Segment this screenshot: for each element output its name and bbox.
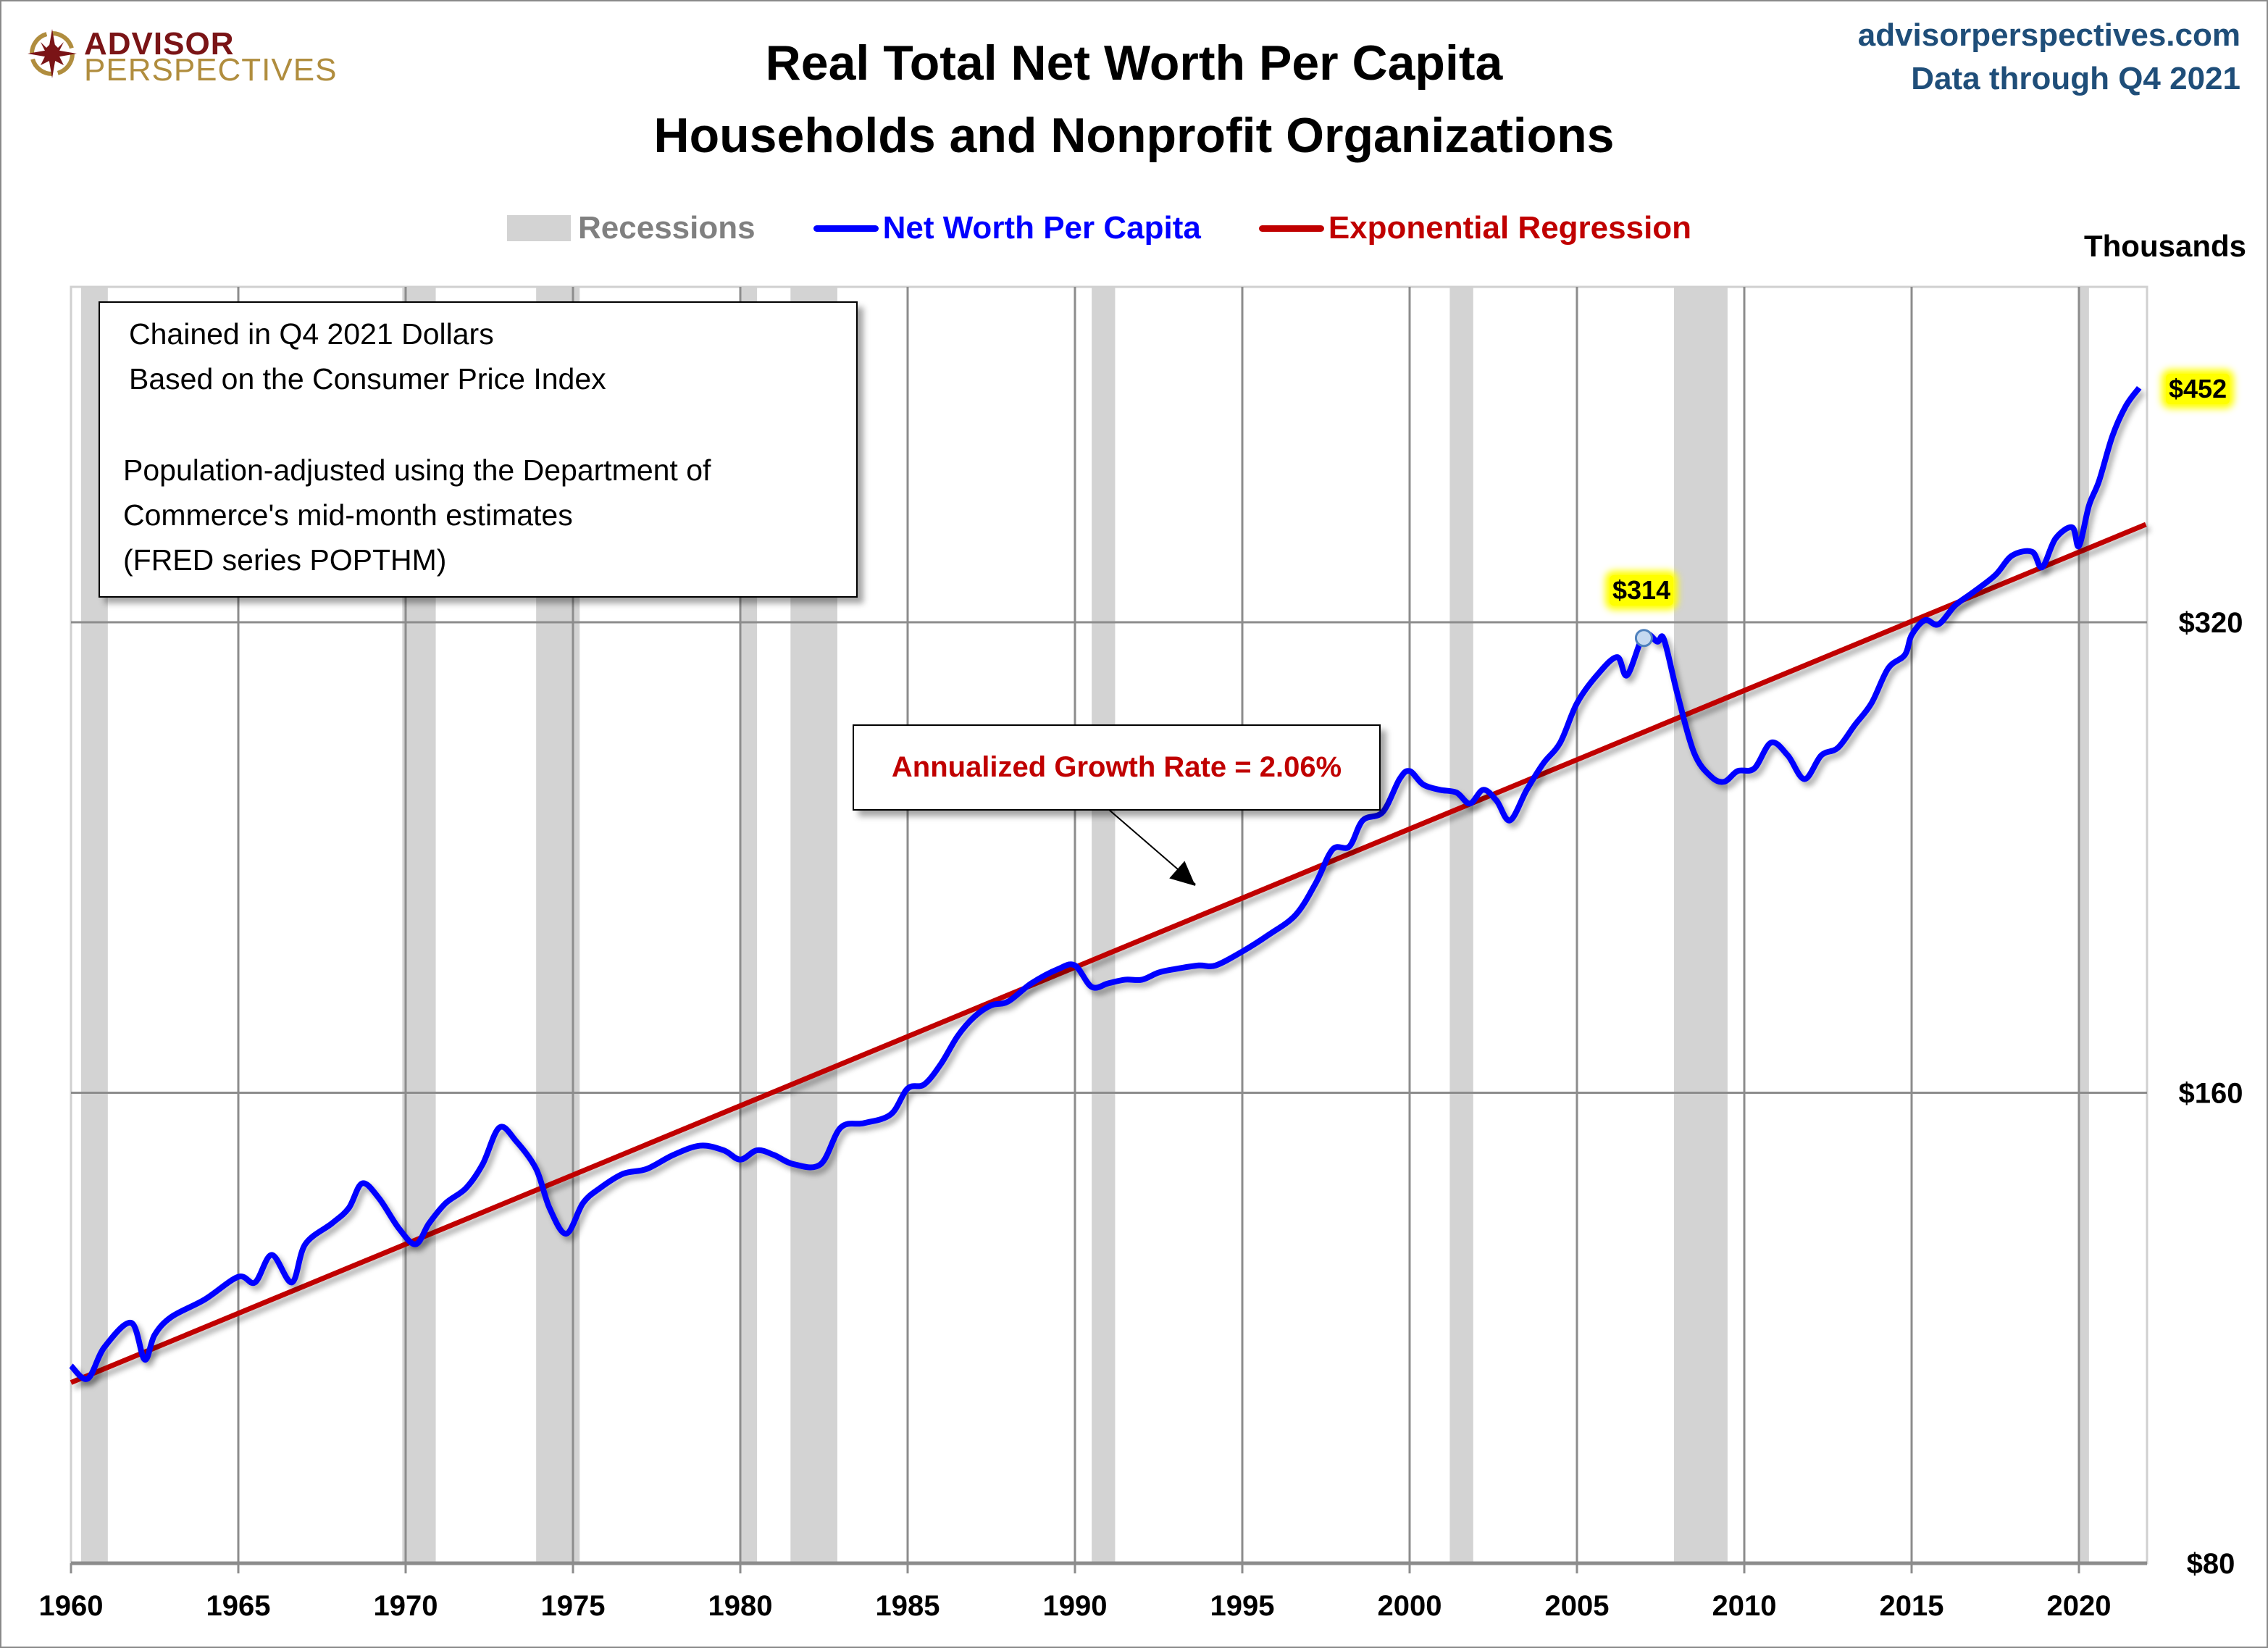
- x-tick-label: 1975: [541, 1590, 606, 1622]
- logo-text-top: ADVISOR: [84, 26, 235, 62]
- legend-net-worth: Net Worth Per Capita: [813, 210, 1201, 246]
- note-line-3: Population-adjusted using the Department…: [123, 453, 711, 487]
- legend-recessions-label: Recessions: [578, 210, 756, 246]
- legend-net-worth-label: Net Worth Per Capita: [882, 210, 1201, 246]
- series: [69, 385, 2147, 1385]
- recession-band: [1092, 287, 1116, 1563]
- advisor-perspectives-logo: ADVISOR PERSPECTIVES: [26, 26, 336, 91]
- x-tick-label: 1960: [39, 1590, 104, 1622]
- recession-band: [2079, 287, 2089, 1563]
- compass-icon: [28, 29, 77, 78]
- growth-rate-callout: Annualized Growth Rate = 2.06%: [853, 724, 1381, 811]
- note-line-1: Chained in Q4 2021 Dollars: [129, 317, 494, 351]
- data-through-label: Data through Q4 2021: [1911, 61, 2240, 96]
- note-line-2: Based on the Consumer Price Index: [129, 362, 606, 396]
- recession-band: [1449, 287, 1473, 1563]
- recession-band: [740, 287, 758, 1563]
- x-tick-label: 1980: [708, 1590, 773, 1622]
- latest-value-label: $452: [2166, 374, 2230, 404]
- x-tick-label: 2010: [1712, 1590, 1777, 1622]
- peak-marker: [1634, 629, 1653, 648]
- x-tick-label: 2000: [1378, 1590, 1442, 1622]
- y-axis-units-label: Thousands: [2083, 229, 2246, 263]
- x-tick-label: 1990: [1043, 1590, 1108, 1622]
- recession-bands: [80, 287, 2089, 1563]
- y-tick-label: $160: [2179, 1078, 2243, 1110]
- logo-text-bottom: PERSPECTIVES: [84, 52, 338, 88]
- x-tick-label: 2005: [1545, 1590, 1610, 1622]
- legend: Recessions Net Worth Per Capita Exponent…: [507, 210, 1749, 246]
- note-line-5: (FRED series POPTHM): [123, 543, 447, 577]
- site-url[interactable]: advisorperspectives.com: [1857, 17, 2240, 53]
- legend-regression-swatch: [1258, 225, 1324, 232]
- x-tick-label: 2015: [1880, 1590, 1944, 1622]
- x-tick-label: 2020: [2047, 1590, 2112, 1622]
- legend-regression-label: Exponential Regression: [1328, 210, 1692, 246]
- note-line-4: Commerce's mid-month estimates: [123, 498, 573, 532]
- chart-subtitle: Households and Nonprofit Organizations: [653, 108, 1615, 163]
- legend-recessions: Recessions: [507, 210, 756, 246]
- annotations-layer: [1108, 629, 1653, 886]
- legend-regression: Exponential Regression: [1258, 210, 1692, 246]
- x-tick-label: 1995: [1210, 1590, 1275, 1622]
- legend-recessions-swatch: [507, 215, 571, 241]
- recession-band: [1673, 287, 1728, 1563]
- callout-arrowhead: [1169, 861, 1196, 886]
- y-tick-label: $320: [2179, 607, 2243, 639]
- chart-title: Real Total Net Worth Per Capita: [765, 35, 1503, 91]
- regression-line: [70, 522, 2147, 1385]
- peak-value-label: $314: [1610, 575, 1674, 606]
- x-tick-label: 1985: [876, 1590, 940, 1622]
- axes: 1960 1965 1970 1975 1980 1985 1990 1995 2000 2005…: [39, 607, 2243, 1622]
- x-tick-label: 1970: [374, 1590, 438, 1622]
- net-worth-line: [69, 385, 2142, 1382]
- methodology-note: Chained in Q4 2021 Dollars Based on the …: [99, 301, 858, 598]
- legend-net-worth-swatch: [813, 225, 879, 232]
- x-tick-label: 1965: [206, 1590, 271, 1622]
- y-tick-label: $80: [2187, 1548, 2235, 1580]
